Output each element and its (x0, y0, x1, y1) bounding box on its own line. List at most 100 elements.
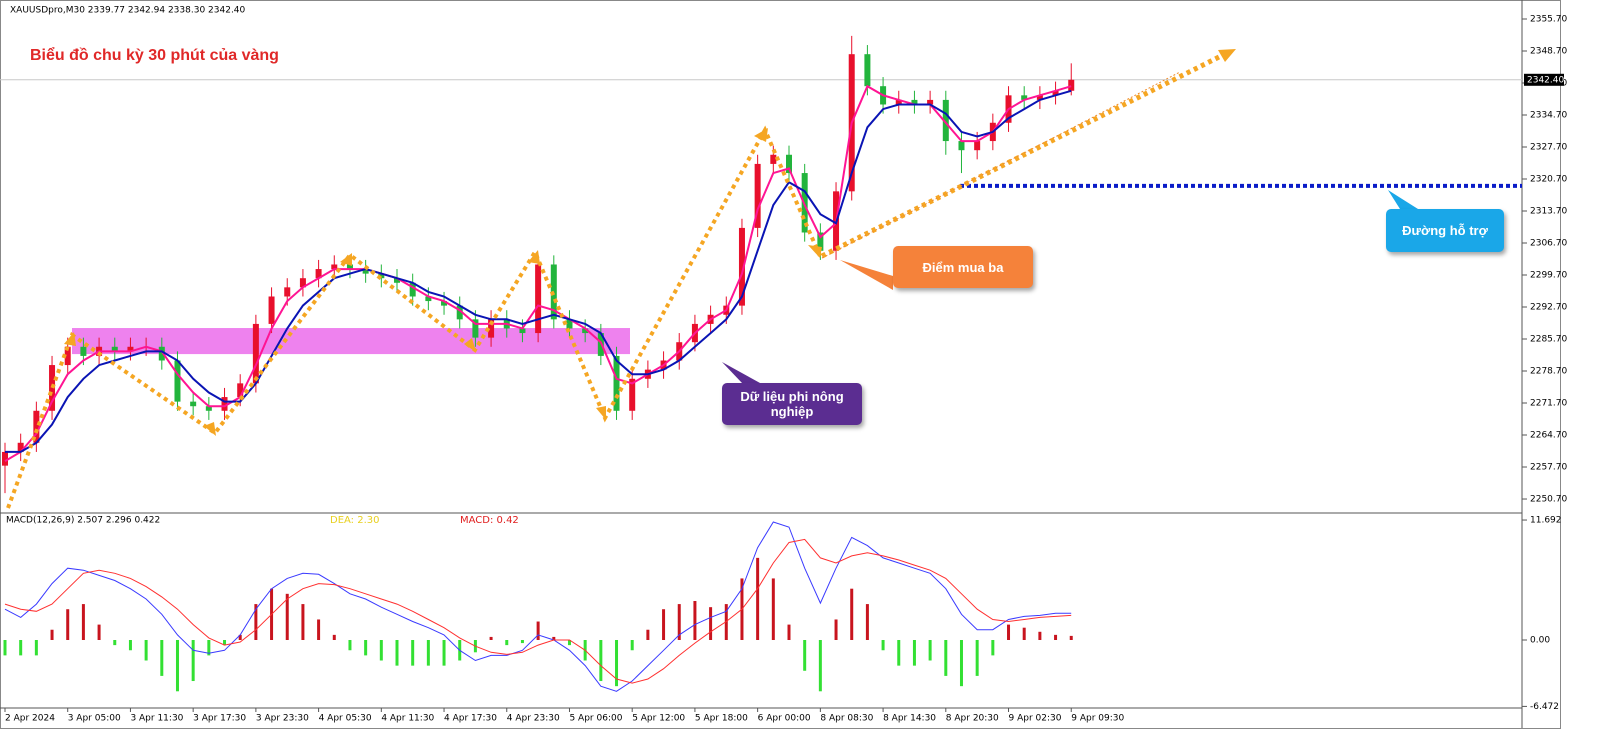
x-tick-label: 3 Apr 05:00 (68, 714, 121, 724)
x-tick-label: 5 Apr 12:00 (632, 714, 685, 724)
moving-average (5, 89, 1072, 453)
candle-body (346, 264, 353, 270)
arrow-head (340, 253, 352, 266)
y-tick-label: 2355.70 (1530, 14, 1567, 24)
x-tick-label: 8 Apr 20:30 (946, 714, 999, 724)
y-tick-label: 0.00 (1530, 635, 1550, 645)
x-tick-label: 5 Apr 18:00 (695, 714, 748, 724)
macd-label: MACD(12,26,9) 2.507 2.296 0.422 (6, 516, 160, 526)
x-tick-label: 4 Apr 17:30 (444, 714, 497, 724)
x-tick-label: 8 Apr 08:30 (820, 714, 873, 724)
arrow-head (1218, 49, 1236, 62)
arrow-head (596, 406, 606, 420)
candle-body (786, 154, 792, 174)
zigzag (6, 125, 822, 509)
candle-body (738, 227, 745, 306)
y-tick-label: 2320.70 (1530, 174, 1567, 184)
candle-body (17, 442, 24, 452)
candle-body (268, 296, 275, 324)
candle-body (441, 301, 448, 306)
y-tick-label: 2250.70 (1530, 495, 1567, 505)
price-badge (1524, 73, 1564, 86)
arrow-head (754, 128, 768, 142)
candle-body (80, 346, 87, 356)
candle-body (472, 319, 479, 338)
candle-body (911, 99, 918, 105)
x-tick-label: 2 Apr 2024 (5, 714, 55, 724)
candle-body (221, 397, 228, 411)
x-tick-label: 4 Apr 23:30 (507, 714, 560, 724)
arrow-head (204, 422, 216, 436)
arrow-head (528, 250, 540, 264)
candle-body (158, 346, 165, 361)
candle-body (394, 278, 400, 283)
candle-body (864, 54, 871, 87)
y-tick-label: 2348.70 (1530, 46, 1567, 56)
x-tick-label: 9 Apr 02:30 (1009, 714, 1062, 724)
x-tick-label: 3 Apr 17:30 (193, 714, 246, 724)
y-tick-label: -6.472 (1530, 702, 1559, 712)
arrow-head (464, 338, 476, 352)
chart-title: Biểu đồ chu kỳ 30 phút của vàng (30, 46, 279, 64)
candle-body (566, 319, 573, 329)
annotation-nfp: Dữ liệu phi nông nghiệp (722, 383, 862, 425)
candle-body (1021, 95, 1028, 100)
candle-body (1036, 95, 1043, 100)
candle-body (378, 273, 385, 279)
x-tick-label: 9 Apr 09:30 (1071, 714, 1124, 724)
candle-body (362, 269, 369, 274)
arrow-head (808, 245, 822, 258)
y-tick-label: 2285.70 (1530, 335, 1567, 345)
candle-body (64, 346, 71, 366)
y-tick-label: 2264.70 (1530, 431, 1567, 441)
macd-line (4, 538, 1072, 684)
candle-body (425, 296, 432, 302)
candle-body (49, 365, 56, 411)
candle-body (927, 99, 934, 105)
dea-label: DEA: 2.30 (330, 515, 380, 526)
y-tick-label: 2278.70 (1530, 367, 1567, 377)
x-tick-label: 3 Apr 23:30 (256, 714, 309, 724)
macd-line (4, 521, 1072, 692)
x-tick-label: 3 Apr 11:30 (130, 714, 183, 724)
candle-body (252, 323, 259, 384)
y-tick-label: 2257.70 (1530, 463, 1567, 473)
candle-body (613, 355, 620, 411)
header: XAUUSDpro,M30 2339.77 2342.94 2338.30 23… (10, 6, 246, 16)
price-badge-label: 2342.40 (1527, 75, 1564, 85)
trend-arrows (6, 49, 1418, 509)
candle-body (299, 278, 306, 288)
candle-body (205, 406, 212, 411)
candle-body (331, 264, 338, 270)
x-tick-label: 6 Apr 00:00 (758, 714, 811, 724)
y-tick-label: 2313.70 (1530, 207, 1567, 217)
y-tick-label: 11.692 (1530, 516, 1562, 526)
candle-body (409, 282, 416, 297)
y-tick-label: 2327.70 (1530, 142, 1567, 152)
callout-pointer (1388, 190, 1418, 209)
y-tick-label: 2271.70 (1530, 399, 1567, 409)
candle-body (456, 305, 463, 320)
arrow-head (64, 332, 76, 346)
candle-body (535, 264, 542, 334)
y-tick-label: 2306.70 (1530, 239, 1567, 249)
candle-body (190, 401, 197, 407)
candle-body (315, 269, 322, 279)
candle-body (974, 141, 981, 151)
candle-body (519, 328, 526, 334)
candle-body (33, 410, 40, 443)
frame (0, 0, 1561, 729)
candle-body (111, 346, 118, 352)
y-tick-label: 2334.70 (1530, 110, 1567, 120)
y-tick-label: 2292.70 (1530, 303, 1567, 313)
candle-body (629, 378, 636, 411)
moving-average (4, 84, 1072, 462)
candle-body (284, 287, 291, 297)
candle-body (754, 163, 761, 228)
annotation-buy: Điểm mua ba (893, 246, 1033, 288)
trend-line-thin (821, 71, 1181, 259)
trend-line (820, 51, 1227, 259)
x-tick-label: 4 Apr 11:30 (381, 714, 434, 724)
